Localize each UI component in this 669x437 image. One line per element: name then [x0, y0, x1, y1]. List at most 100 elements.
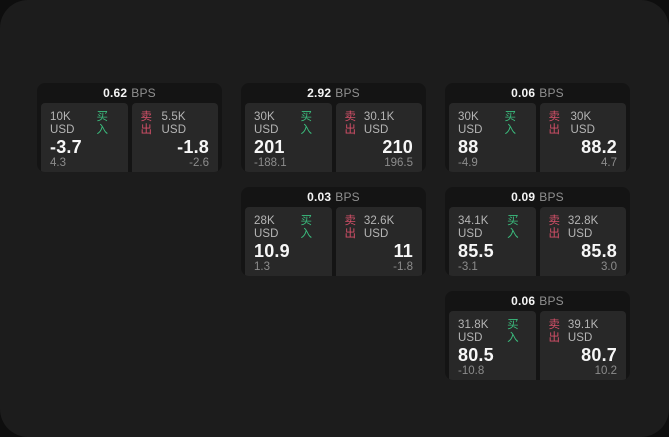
bps-unit-label: BPS — [539, 294, 564, 308]
sell-tag: 卖出 — [548, 215, 561, 240]
buy-price: 80.5 — [458, 345, 494, 365]
buy-price: -3.7 — [50, 137, 82, 157]
sell-tile-header: 卖出 5.5K USD — [141, 111, 210, 137]
bps-unit-label: BPS — [131, 86, 156, 100]
sell-delta: -2.6 — [189, 157, 209, 169]
buy-quote-tile[interactable]: 10K USD 买入 -3.7 4.3 — [41, 103, 128, 172]
sell-quote-tile[interactable]: 卖出 39.1K USD 80.7 10.2 — [539, 311, 626, 380]
sell-delta: 196.5 — [384, 157, 413, 169]
sell-delta: 10.2 — [594, 365, 617, 377]
buy-notional-amount: 30K USD — [254, 111, 279, 136]
quote-card: 2.92 BPS 30K USD 买入 201 -188.1 卖出 30.1K U… — [241, 83, 426, 172]
buy-quote-tile[interactable]: 30K USD 买入 201 -188.1 — [245, 103, 332, 172]
buy-delta: -3.1 — [458, 261, 478, 273]
buy-tag: 买入 — [300, 215, 313, 240]
sell-price: 11 — [393, 241, 413, 261]
buy-tile-header: 30K USD 买入 — [458, 111, 527, 137]
card-header: 0.06 BPS — [445, 83, 630, 103]
bps-unit-label: BPS — [335, 190, 360, 204]
sell-notional-amount: 30K USD — [570, 111, 596, 136]
buy-price: 10.9 — [254, 241, 290, 261]
card-header: 2.92 BPS — [241, 83, 426, 103]
quote-card: 0.62 BPS 10K USD 买入 -3.7 4.3 卖出 5.5K USD … — [37, 83, 222, 172]
buy-tile-header: 34.1K USD 买入 — [458, 215, 527, 241]
buy-delta: -10.8 — [458, 365, 485, 377]
sell-tag: 卖出 — [140, 111, 153, 136]
sell-notional-amount: 32.8K USD — [567, 215, 599, 240]
quote-card: 0.06 BPS 30K USD 买入 88 -4.9 卖出 30K USD 88… — [445, 83, 630, 172]
sell-tile-header: 卖出 39.1K USD — [549, 319, 618, 345]
buy-tag: 买入 — [96, 111, 109, 136]
sell-price: 88.2 — [581, 137, 617, 157]
bps-value: 0.06 — [511, 86, 536, 100]
sell-tag: 卖出 — [548, 111, 561, 136]
sell-tag: 卖出 — [548, 319, 561, 344]
bps-value: 2.92 — [307, 86, 332, 100]
sell-quote-tile[interactable]: 卖出 32.8K USD 85.8 3.0 — [539, 207, 626, 276]
bps-value: 0.03 — [307, 190, 332, 204]
quote-card: 0.03 BPS 28K USD 买入 10.9 1.3 卖出 32.6K USD… — [241, 187, 426, 276]
buy-tile-header: 10K USD 买入 — [50, 111, 119, 137]
buy-notional-amount: 30K USD — [458, 111, 483, 136]
card-body: 30K USD 买入 88 -4.9 卖出 30K USD 88.2 4.7 — [445, 103, 630, 172]
sell-delta: -1.8 — [393, 261, 413, 273]
sell-delta: 3.0 — [601, 261, 617, 273]
sell-notional-amount: 39.1K USD — [567, 319, 599, 344]
card-header: 0.06 BPS — [445, 291, 630, 311]
sell-delta: 4.7 — [601, 157, 617, 169]
buy-quote-tile[interactable]: 28K USD 买入 10.9 1.3 — [245, 207, 332, 276]
buy-notional-amount: 10K USD — [50, 111, 75, 136]
quote-card: 0.06 BPS 31.8K USD 买入 80.5 -10.8 卖出 39.1K… — [445, 291, 630, 380]
card-header: 0.09 BPS — [445, 187, 630, 207]
buy-tag: 买入 — [504, 111, 517, 136]
buy-tile-header: 31.8K USD 买入 — [458, 319, 527, 345]
buy-notional-amount: 31.8K USD — [458, 319, 489, 344]
card-body: 31.8K USD 买入 80.5 -10.8 卖出 39.1K USD 80.… — [445, 311, 630, 380]
card-body: 10K USD 买入 -3.7 4.3 卖出 5.5K USD -1.8 -2.… — [37, 103, 222, 172]
buy-tile-header: 30K USD 买入 — [254, 111, 323, 137]
buy-delta: 1.3 — [254, 261, 270, 273]
sell-tag: 卖出 — [344, 111, 357, 136]
buy-delta: -188.1 — [254, 157, 287, 169]
sell-notional-amount: 32.6K USD — [363, 215, 395, 240]
sell-quote-tile[interactable]: 卖出 5.5K USD -1.8 -2.6 — [131, 103, 218, 172]
sell-tile-header: 卖出 32.6K USD — [345, 215, 414, 241]
sell-quote-tile[interactable]: 卖出 30K USD 88.2 4.7 — [539, 103, 626, 172]
buy-delta: -4.9 — [458, 157, 478, 169]
sell-notional-amount: 5.5K USD — [161, 111, 187, 136]
buy-quote-tile[interactable]: 31.8K USD 买入 80.5 -10.8 — [449, 311, 536, 380]
buy-quote-tile[interactable]: 34.1K USD 买入 85.5 -3.1 — [449, 207, 536, 276]
buy-price: 201 — [254, 137, 285, 157]
sell-notional-amount: 30.1K USD — [363, 111, 395, 136]
buy-tag: 买入 — [507, 215, 519, 240]
sell-tile-header: 卖出 30.1K USD — [345, 111, 414, 137]
card-body: 30K USD 买入 201 -188.1 卖出 30.1K USD 210 1… — [241, 103, 426, 172]
card-header: 0.03 BPS — [241, 187, 426, 207]
bps-value: 0.06 — [511, 294, 536, 308]
bps-unit-label: BPS — [335, 86, 360, 100]
buy-delta: 4.3 — [50, 157, 66, 169]
buy-notional-amount: 34.1K USD — [458, 215, 489, 240]
bps-value: 0.62 — [103, 86, 128, 100]
sell-quote-tile[interactable]: 卖出 30.1K USD 210 196.5 — [335, 103, 422, 172]
quote-card-grid: 0.62 BPS 10K USD 买入 -3.7 4.3 卖出 5.5K USD … — [37, 83, 630, 380]
buy-quote-tile[interactable]: 30K USD 买入 88 -4.9 — [449, 103, 536, 172]
sell-tag: 卖出 — [344, 215, 357, 240]
sell-tile-header: 卖出 32.8K USD — [549, 215, 618, 241]
sell-price: 80.7 — [581, 345, 617, 365]
card-body: 34.1K USD 买入 85.5 -3.1 卖出 32.8K USD 85.8… — [445, 207, 630, 276]
bps-unit-label: BPS — [539, 86, 564, 100]
bps-unit-label: BPS — [539, 190, 564, 204]
card-body: 28K USD 买入 10.9 1.3 卖出 32.6K USD 11 -1.8 — [241, 207, 426, 276]
buy-price: 88 — [458, 137, 479, 157]
buy-notional-amount: 28K USD — [254, 215, 279, 240]
sell-quote-tile[interactable]: 卖出 32.6K USD 11 -1.8 — [335, 207, 422, 276]
quote-card: 0.09 BPS 34.1K USD 买入 85.5 -3.1 卖出 32.8K … — [445, 187, 630, 276]
buy-price: 85.5 — [458, 241, 494, 261]
sell-price: -1.8 — [177, 137, 209, 157]
sell-price: 85.8 — [581, 241, 617, 261]
buy-tag: 买入 — [507, 319, 519, 344]
card-header: 0.62 BPS — [37, 83, 222, 103]
